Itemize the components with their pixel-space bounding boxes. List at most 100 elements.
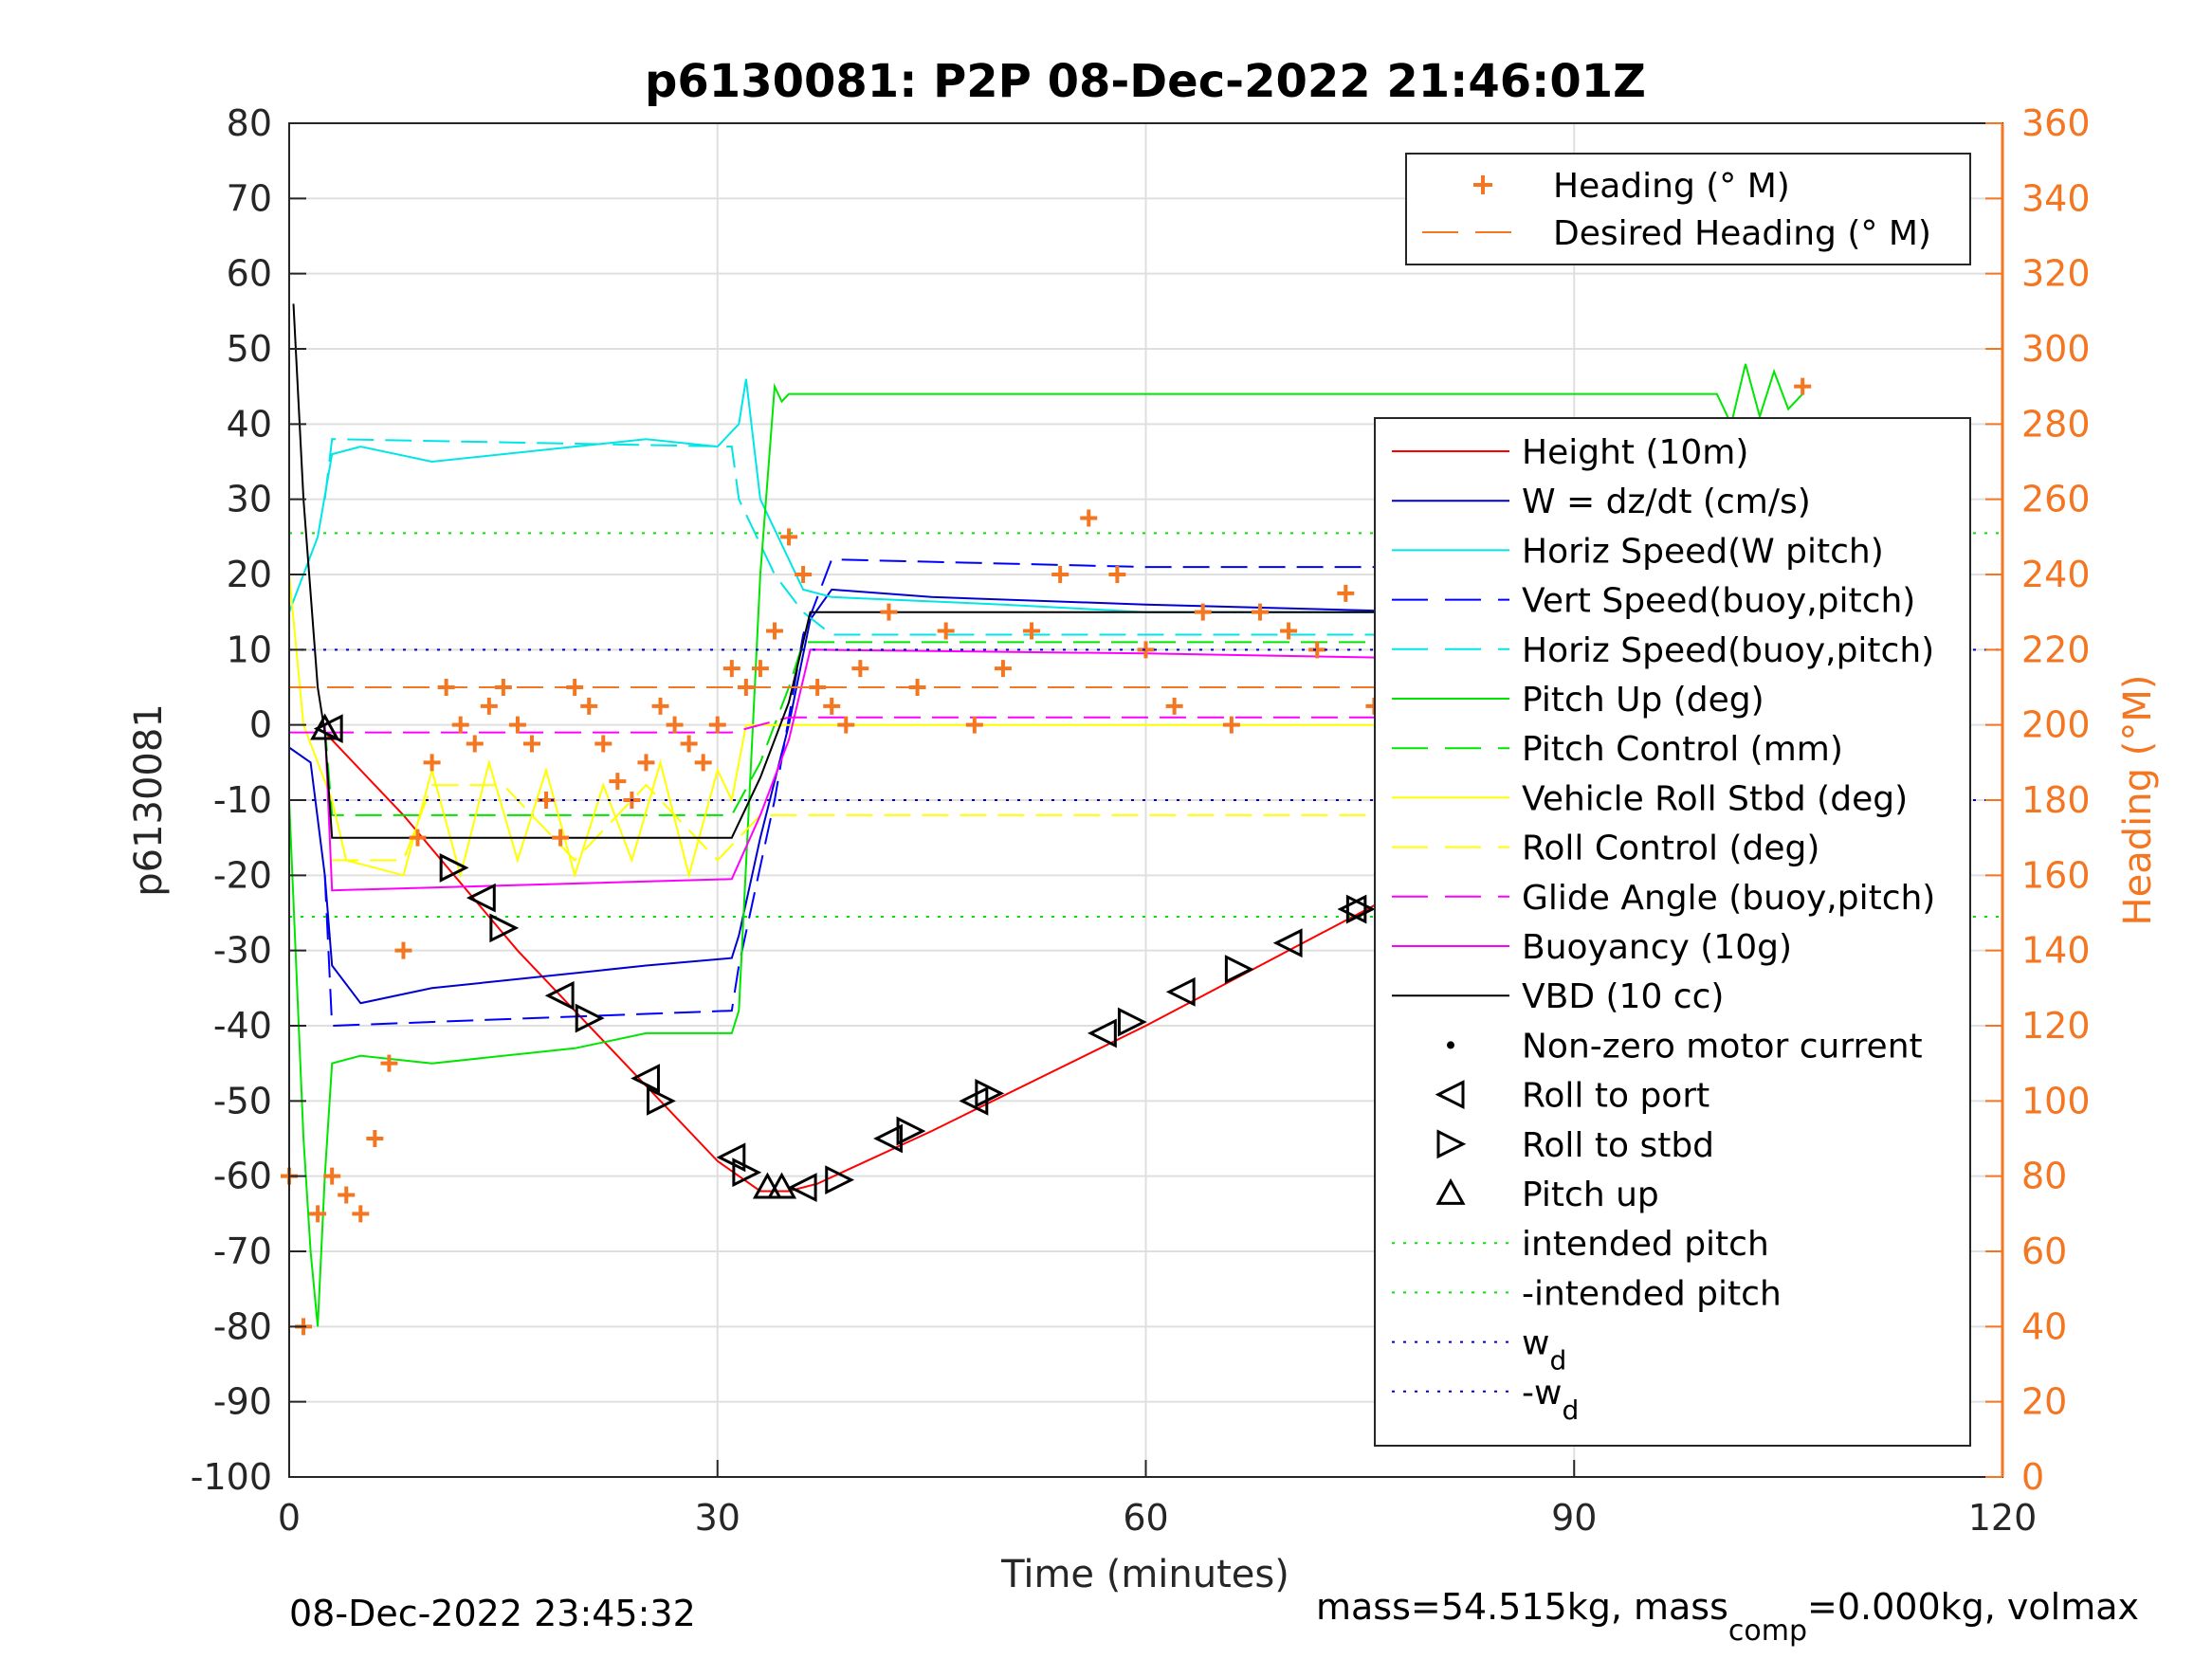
- legend-main-label: W = dz/dt (cm/s): [1522, 483, 1811, 521]
- legend-triangle-icon: [1435, 1080, 1465, 1110]
- y-tick-label: -50: [213, 1080, 272, 1121]
- y-tick-label: -70: [213, 1231, 272, 1272]
- heading-point: [651, 697, 669, 715]
- legend-heading: Heading (° M) Desired Heading (° M): [1405, 153, 1971, 265]
- heading-point: [837, 716, 855, 734]
- y-tick-label: 40: [227, 403, 272, 445]
- heading-point: [522, 735, 540, 753]
- legend-main-label: VBD (10 cc): [1522, 977, 1724, 1016]
- heading-point: [451, 716, 469, 734]
- heading-point: [680, 735, 698, 753]
- marker-roll-to-port: [1165, 976, 1196, 1007]
- marker-roll-to-port: [1272, 928, 1303, 958]
- footer-timestamp: 08-Dec-2022 23:45:32: [289, 1593, 696, 1634]
- footer-mass-sub: comp: [1728, 1614, 1807, 1648]
- heading-point: [823, 697, 841, 715]
- y-tick-label: -10: [213, 779, 272, 821]
- marker-pitch-up: [766, 1172, 797, 1199]
- legend-main-label: -intended pitch: [1522, 1274, 1782, 1313]
- x-axis-label: Time (minutes): [1000, 1553, 1289, 1596]
- heading-point: [851, 660, 869, 678]
- x-tick-label: 90: [1551, 1497, 1597, 1539]
- legend-main-label: Pitch up: [1522, 1176, 1659, 1214]
- y-tick-label: -30: [213, 930, 272, 972]
- marker-roll-to-stbd: [647, 1085, 676, 1116]
- y-right-tick-label: 280: [2021, 403, 2091, 445]
- legend-subscript: d: [1549, 1345, 1566, 1376]
- y-right-tick-label: 120: [2021, 1005, 2091, 1047]
- series-height-10m: [323, 731, 1789, 1193]
- ticks: 0 30 60 90 120-100-90-80-70-60-50-40-30-20-1…: [191, 102, 2091, 1539]
- x-tick-label: 30: [695, 1497, 740, 1539]
- x-tick-label: 60: [1123, 1497, 1168, 1539]
- legend-main-label: Pitch Up (deg): [1522, 681, 1764, 720]
- heading-point: [1051, 566, 1069, 583]
- heading-point: [965, 716, 983, 734]
- marker-roll-to-port: [631, 1064, 660, 1093]
- y-right-tick-label: 300: [2021, 328, 2091, 370]
- legend-main-label: Pitch Control (mm): [1522, 730, 1843, 769]
- y-right-tick-label: 60: [2021, 1231, 2067, 1272]
- heading-point: [1280, 622, 1298, 640]
- heading-point: [795, 566, 813, 583]
- legend-main-box: [1374, 417, 1971, 1447]
- y-right-tick-label: 360: [2021, 102, 2091, 144]
- heading-point: [552, 829, 570, 847]
- marker-roll-to-stbd: [825, 1165, 855, 1195]
- heading-point: [1194, 603, 1212, 621]
- legend-main-label: Height (10m): [1522, 433, 1748, 472]
- heading-point: [609, 773, 627, 791]
- heading-point: [1137, 641, 1155, 659]
- heading-point: [880, 603, 898, 621]
- marker-roll-to-stbd: [1117, 1007, 1147, 1037]
- footer-mass-part-1: mass=54.515kg, mass: [1316, 1586, 1728, 1628]
- series-vehicle-roll-stbd-deg: [288, 574, 1804, 880]
- heading-point: [423, 754, 441, 772]
- footer-mass-part-2: =0.000kg, volmax: [1807, 1586, 2139, 1628]
- heading-point: [309, 1205, 327, 1223]
- heading-point: [323, 1167, 341, 1185]
- heading-point: [366, 1130, 384, 1147]
- legend-main-label: intended pitch: [1522, 1225, 1769, 1264]
- y-right-axis-label: Heading (°M): [2116, 675, 2160, 926]
- y-axis-label: p6130081: [127, 703, 171, 897]
- legend-main-label: Non-zero motor current: [1522, 1027, 1923, 1066]
- marker-roll-to-port: [466, 883, 496, 913]
- legend-heading-box: [1405, 153, 1971, 265]
- heading-point: [751, 660, 769, 678]
- y-right-tick-label: 220: [2021, 629, 2091, 670]
- heading-point: [508, 716, 526, 734]
- heading-point: [1308, 641, 1326, 659]
- heading-point: [594, 735, 612, 753]
- x-tick-label: 0: [278, 1497, 301, 1539]
- y-right-tick-label: 320: [2021, 253, 2091, 295]
- heading-point: [708, 716, 726, 734]
- y-right-tick-label: 140: [2021, 930, 2091, 972]
- y-tick-label: -80: [213, 1305, 272, 1347]
- heading-point: [1080, 509, 1098, 527]
- series-vbd-10-cc: [292, 303, 1803, 839]
- heading-point: [1165, 697, 1183, 715]
- y-tick-label: 20: [227, 554, 272, 595]
- marker-roll-to-port: [716, 1142, 746, 1173]
- y-right-tick-label: 40: [2021, 1305, 2067, 1347]
- heading-point: [1222, 716, 1240, 734]
- legend-triangle-icon: [1436, 1129, 1467, 1159]
- heading-point: [466, 735, 484, 753]
- y-right-tick-label: 0: [2021, 1456, 2044, 1498]
- legend-heading-label: Heading (° M): [1553, 167, 1790, 206]
- heading-point: [409, 829, 427, 847]
- heading-point: [1251, 603, 1269, 621]
- legend-main-label: Roll to stbd: [1522, 1126, 1714, 1165]
- marker-roll-to-stbd: [896, 1116, 926, 1146]
- y-right-tick-label: 80: [2021, 1156, 2067, 1197]
- y-tick-label: -20: [213, 854, 272, 896]
- legend-main-label: Glide Angle (buoy,pitch): [1522, 879, 1935, 918]
- marker-roll-to-port: [873, 1123, 903, 1154]
- heading-point: [637, 754, 655, 772]
- heading-point: [380, 1054, 398, 1072]
- y-tick-label: 0: [249, 704, 272, 746]
- y-right-tick-label: 180: [2021, 779, 2091, 821]
- y-tick-label: 70: [227, 177, 272, 219]
